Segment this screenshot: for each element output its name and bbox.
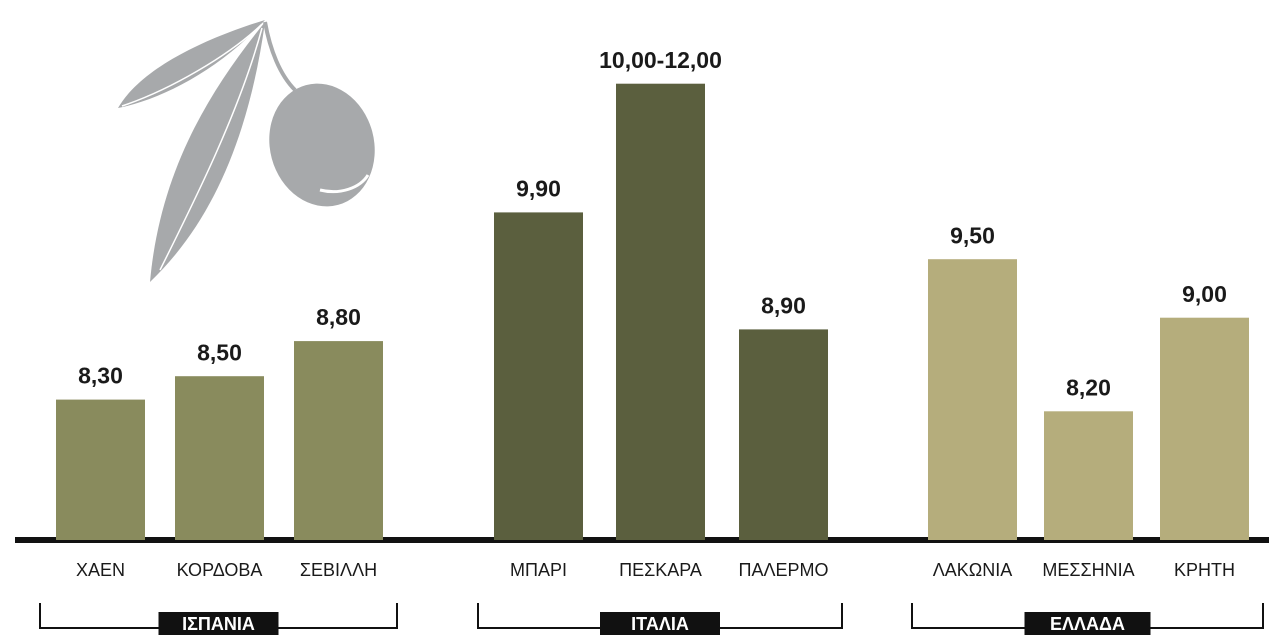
group-label: ΙΤΑΛΙΑ [631, 614, 689, 634]
bar [1160, 317, 1249, 540]
group-label-box [600, 612, 720, 635]
bar [56, 399, 145, 540]
category-label: ΧΑΕΝ [76, 560, 125, 580]
bar [928, 259, 1017, 540]
value-label: 9,00 [1182, 281, 1227, 307]
category-label: ΠΑΛΕΡΜΟ [738, 560, 828, 580]
leaf [150, 22, 265, 282]
category-label: ΜΠΑΡΙ [510, 560, 567, 580]
category-label: ΜΕΣΣΗΝΙΑ [1042, 560, 1134, 580]
group-label: ΙΣΠΑΝΙΑ [182, 614, 255, 634]
value-label: 8,50 [197, 339, 242, 365]
value-label: 9,50 [950, 222, 995, 248]
leaf [118, 20, 265, 108]
bar [494, 212, 583, 540]
olive-illustration [118, 20, 375, 282]
value-label: 10,00-12,00 [599, 47, 722, 73]
bar [294, 341, 383, 540]
category-label: ΠΕΣΚΑΡΑ [619, 560, 702, 580]
stem [263, 21, 297, 92]
category-label: ΣΕΒΙΛΛΗ [300, 560, 377, 580]
value-label: 9,90 [516, 175, 561, 201]
leaf-vein [121, 23, 263, 107]
bar [616, 83, 705, 540]
group-label-box [158, 612, 279, 635]
bar [739, 329, 828, 540]
category-label: ΛΑΚΩΝΙΑ [933, 560, 1013, 580]
bar [1044, 411, 1133, 540]
olive-highlight [319, 174, 370, 194]
value-label: 8,80 [316, 304, 361, 330]
value-label: 8,20 [1066, 374, 1111, 400]
value-label: 8,30 [78, 363, 123, 389]
group-label: ΕΛΛΑΔΑ [1050, 614, 1125, 634]
bar [175, 376, 264, 540]
group-label-box [1024, 612, 1151, 635]
category-label: ΚΡΗΤΗ [1174, 560, 1235, 580]
leaf-vein [159, 27, 263, 271]
category-label: ΚΟΡΔΟΒΑ [177, 560, 263, 580]
olive [269, 83, 375, 207]
value-label: 8,90 [761, 292, 806, 318]
